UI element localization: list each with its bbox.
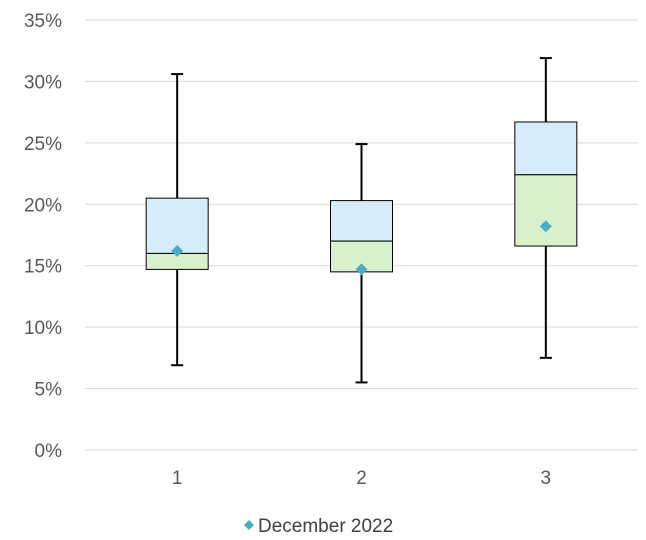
legend-marker-icon [244,520,254,530]
y-tick-label: 10% [24,318,62,339]
x-tick-label: 3 [541,468,552,489]
y-tick-label: 25% [24,134,62,155]
x-axis-ticks: 1 2 3 [172,468,551,489]
y-tick-label: 30% [24,72,62,93]
marker-point [539,220,552,233]
box-series [145,57,578,384]
y-tick-label: 5% [35,380,63,401]
y-tick-label: 0% [35,441,63,462]
marker-point [171,244,184,257]
legend-label: December 2022 [258,516,393,537]
x-tick-label: 1 [172,468,183,489]
box-1 [145,73,209,367]
y-tick-label: 35% [24,11,62,32]
upper-box [145,197,209,254]
y-tick-label: 15% [24,257,62,278]
lower-box [514,174,578,247]
upper-box [514,121,578,176]
marker-point [355,263,368,276]
legend: December 2022 [244,516,393,537]
y-tick-label: 20% [24,195,62,216]
y-axis-ticks: 0% 5% 10% 15% 20% 25% 30% 35% [24,11,62,462]
box-2 [330,143,393,384]
x-tick-label: 2 [356,468,367,489]
upper-box [330,200,393,242]
box-3 [514,57,578,359]
